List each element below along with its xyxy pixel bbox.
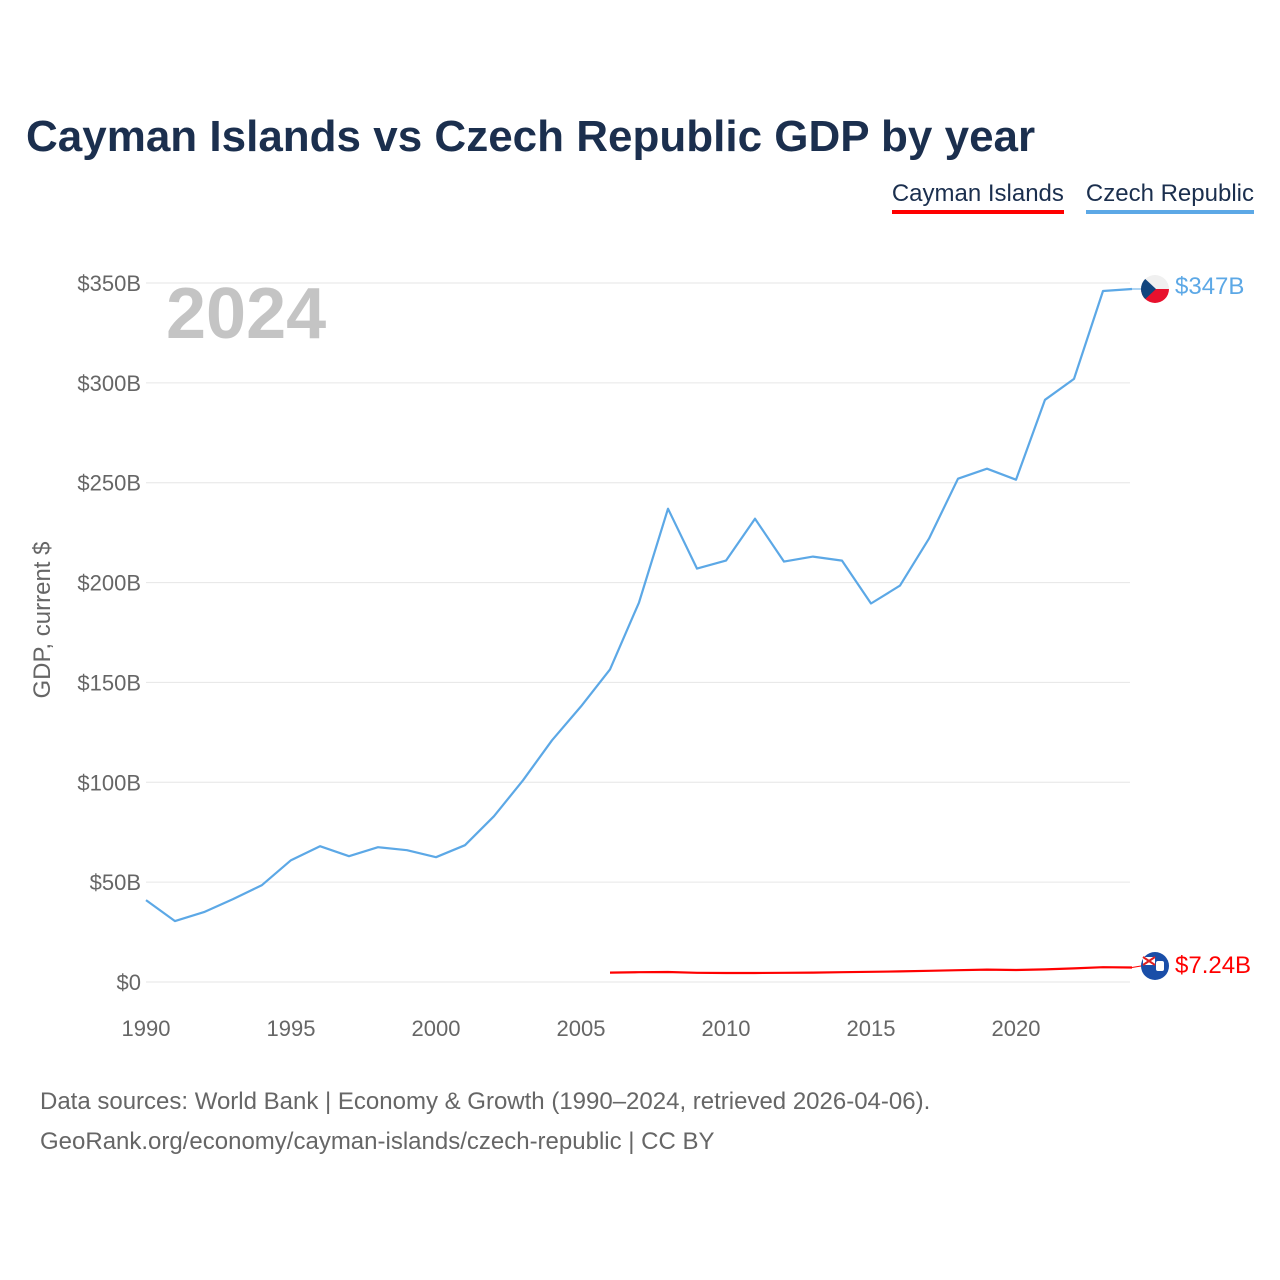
series-line-cayman-islands (609, 966, 1133, 975)
y-tick-label: $250B (77, 471, 141, 496)
y-tick-label: $50B (90, 870, 141, 895)
x-axis-ticks: 1990 1995 2000 2005 2010 2015 2020 (122, 1016, 1041, 1041)
y-tick-label: $100B (77, 770, 141, 795)
cayman-islands-flag-icon (1141, 952, 1169, 980)
czech-republic-flag-icon (1141, 275, 1169, 303)
y-tick-label: $200B (77, 571, 141, 596)
legend: Cayman Islands Czech Republic (891, 180, 1254, 214)
data-source-text: Data sources: World Bank | Economy & Gro… (40, 1088, 931, 1115)
series-line-czech-republic (145, 287, 1133, 923)
source-link[interactable]: GeoRank.org/economy/cayman-islands/czech… (40, 1128, 715, 1155)
legend-item-cayman-islands[interactable]: Cayman Islands (891, 180, 1064, 214)
y-axis-ticks: $0 $50B $100B $150B $200B $250B $300B $350B (77, 271, 141, 995)
cayman-islands-leader-line (1131, 965, 1142, 969)
x-tick-label: 2005 (557, 1016, 606, 1041)
czech-republic-end-label: $347B (1175, 273, 1244, 300)
y-tick-label: $0 (117, 970, 141, 995)
footer: Data sources: World Bank | Economy & Gro… (40, 1082, 930, 1162)
y-tick-label: $300B (77, 371, 141, 396)
x-tick-label: 2015 (847, 1016, 896, 1041)
y-tick-label: $150B (77, 670, 141, 695)
chart-title: Cayman Islands vs Czech Republic GDP by … (26, 112, 1036, 161)
cayman-islands-end-label: $7.24B (1175, 952, 1251, 979)
x-tick-label: 2010 (702, 1016, 751, 1041)
x-tick-label: 2000 (412, 1016, 461, 1041)
x-tick-label: 1990 (122, 1016, 171, 1041)
series-lines (145, 287, 1133, 975)
x-tick-label: 2020 (992, 1016, 1041, 1041)
legend-item-czech-republic[interactable]: Czech Republic (1085, 180, 1254, 214)
y-axis-label: GDP, current $ (29, 542, 56, 699)
year-badge: 2024 (166, 274, 326, 354)
x-tick-label: 1995 (267, 1016, 316, 1041)
grid-lines (146, 282, 1130, 983)
y-tick-label: $350B (77, 271, 141, 296)
